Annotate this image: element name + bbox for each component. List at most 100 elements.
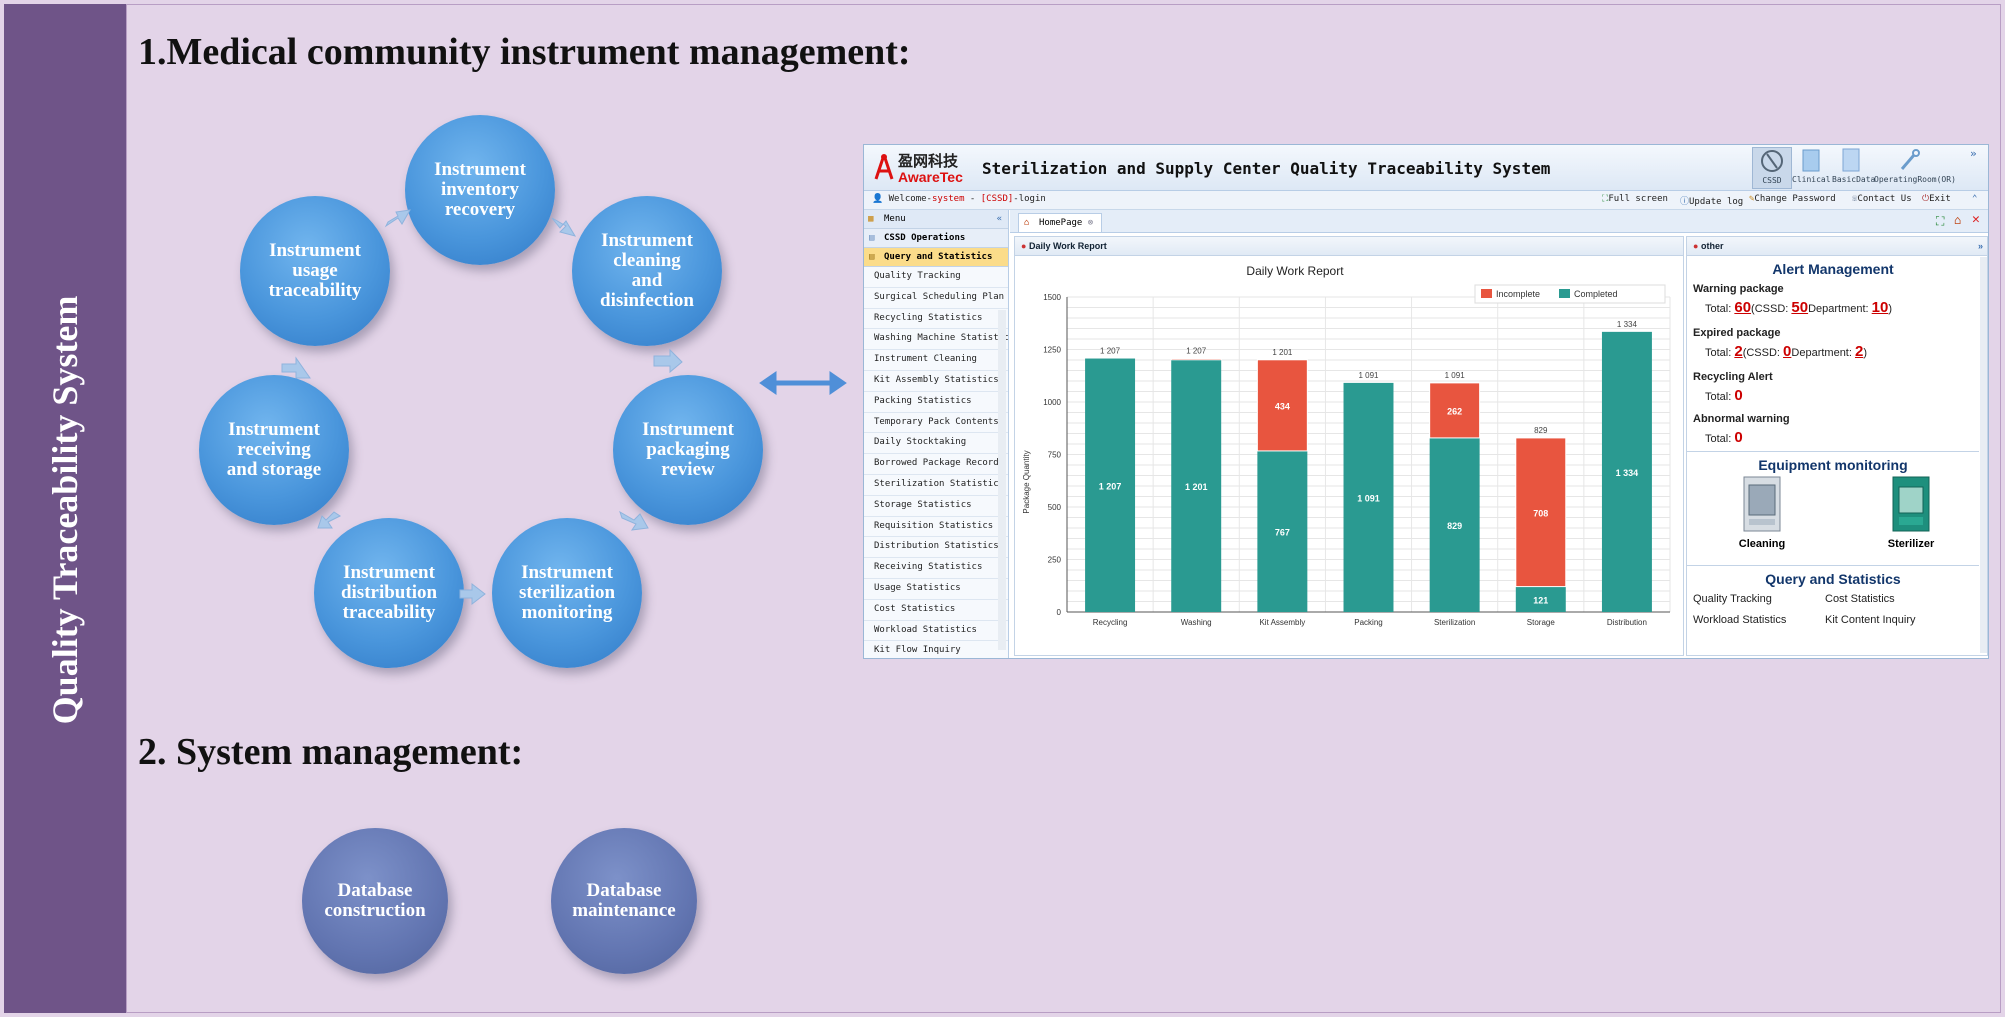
query-link-workload-statistics[interactable]: Workload Statistics [1693,614,1787,626]
total-label: 829 [1534,426,1548,435]
legend-swatch [1481,289,1492,298]
data-label: 1 201 [1185,482,1208,492]
menu-item[interactable]: Daily Stocktaking [864,433,1008,455]
menu-item[interactable]: Washing Machine Statistic [864,329,1008,351]
bar-incomplete [1515,437,1567,588]
menu-item[interactable]: Recycling Statistics [864,309,1008,330]
chart-title: Daily Work Report [1246,264,1344,278]
step-receiving-storage: Instrument receiving and storage [199,375,349,525]
app-header: 盈网科技 AwareTec Sterilization and Supply C… [864,145,1988,191]
data-label: 121 [1533,595,1548,605]
equipment-cleaning[interactable]: Cleaning [1737,475,1787,550]
bar-completed [1429,437,1480,612]
change-password-link[interactable]: ✎Change Password [1749,194,1836,204]
query-link-kit-content-inquiry[interactable]: Kit Content Inquiry [1825,614,1916,626]
tab-close-icon[interactable]: ⊗ [1087,218,1094,228]
module-cssd[interactable]: CSSD [1752,147,1792,189]
fullscreen-icon: ⛶ [1602,194,1609,204]
panel-scrollbar[interactable] [1980,257,1987,653]
total-word: Total: [1705,347,1732,359]
update-log-link[interactable]: ⓘUpdate log [1680,194,1743,207]
menu-item[interactable]: Requisition Statistics [864,517,1008,538]
expired-line: Total: 2(CSSD: 0Department: 2) [1705,343,1867,360]
module-basicdata[interactable]: BasicData [1832,147,1875,184]
step-label: Instrument sterilization monitoring [518,562,616,623]
module-operatingroom[interactable]: OperatingRoom(OR) [1874,147,1956,184]
bar-incomplete [1429,382,1481,439]
menu-item[interactable]: Sterilization Statistics [864,475,1008,496]
menu-item[interactable]: Workload Statistics [864,621,1008,642]
menu-group-query-statistics[interactable]: ▤ Query and Statistics [864,248,1008,267]
section2-title: 2. System management: [138,731,524,773]
menu-group-label: CSSD Operations [884,233,966,243]
arrow-icon [619,510,649,531]
expand-icon[interactable]: ⛶ [1936,214,1945,228]
query-link-quality-tracking[interactable]: Quality Tracking [1693,593,1772,605]
data-label: 1 207 [1099,481,1122,491]
warning-label: Warning package [1693,283,1784,295]
user-bar: 👤 Welcome-system - [CSSD]-login ⛶Full sc… [864,191,1988,210]
sterilizer-machine-icon [1892,476,1930,532]
menu-item[interactable]: Storage Statistics [864,496,1008,517]
full-screen-link[interactable]: ⛶Full screen [1602,194,1668,204]
warning-cssd-link[interactable]: 50 [1791,299,1809,316]
menu-item[interactable]: Cost Statistics [864,600,1008,621]
module-clinical[interactable]: Clinical [1792,147,1831,184]
menu-item[interactable]: Kit Flow Inquiry [864,641,1008,658]
menu-item[interactable]: Surgical Scheduling Plan [864,288,1008,309]
home-tab-icon[interactable]: ⌂ [1954,213,1962,227]
side-band [4,4,126,1013]
menu-group-label: Query and Statistics [884,252,993,262]
collapse-up-icon[interactable]: ⌃ [1972,194,1978,204]
abnormal-total[interactable]: 0 [1734,429,1743,446]
equipment-label: Sterilizer [1887,538,1935,550]
query-link-cost-statistics[interactable]: Cost Statistics [1825,593,1895,605]
menu-item[interactable]: Packing Statistics [864,392,1008,413]
contact-us-link[interactable]: ☏Contact Us [1852,194,1912,204]
bullet-icon: ● [1021,241,1027,251]
data-label: 434 [1275,401,1290,411]
surgical-tool-icon [1900,149,1920,170]
step-label: Instrument usage traceability [268,240,362,301]
action-label: Change Password [1754,194,1836,204]
menu-group-cssd-operations[interactable]: ▤ CSSD Operations [864,229,1008,248]
bar-incomplete [1170,358,1222,361]
recycling-label: Recycling Alert [1693,371,1773,383]
menu-scrollbar[interactable] [998,310,1006,650]
awaretec-logo-icon [874,154,894,180]
expired-total-link[interactable]: 2 [1734,343,1743,360]
action-label: Contact Us [1857,194,1912,204]
menu-item[interactable]: Temporary Pack Contents [864,413,1008,434]
y-axis-label: Package Quantity [1022,450,1031,513]
step-usage-traceability: Instrument usage traceability [240,196,390,346]
panel-header: ● Daily Work Report [1015,237,1683,256]
x-tick-label: Distribution [1607,618,1647,627]
y-tick-label: 0 [1057,608,1062,617]
menu-item[interactable]: Instrument Cleaning [864,350,1008,371]
recycling-total[interactable]: 0 [1734,387,1743,404]
menu-item[interactable]: Kit Assembly Statistics [864,371,1008,392]
expired-dept-link[interactable]: 2 [1854,343,1864,360]
step-label: Instrument cleaning and disinfection [600,230,694,311]
collapse-left-icon[interactable]: « [996,214,1002,224]
panel-title: other [1700,241,1724,251]
collapse-header-icon[interactable]: » [1970,147,1977,160]
bar-completed [1343,382,1394,612]
menu-item[interactable]: Quality Tracking [864,267,1008,288]
database-construction: Database construction [302,828,448,974]
menu-item[interactable]: Receiving Statistics [864,558,1008,579]
expired-cssd-link[interactable]: 0 [1783,343,1792,360]
menu-item[interactable]: Borrowed Package Record [864,454,1008,475]
divider [1687,451,1979,452]
warning-total-link[interactable]: 60 [1734,299,1752,316]
close-all-icon[interactable]: ✕ [1972,212,1980,227]
alert-title: Alert Management [1772,261,1894,277]
exit-link[interactable]: ⏻Exit [1922,194,1951,204]
menu-item[interactable]: Usage Statistics [864,579,1008,600]
expand-right-icon[interactable]: » [1977,241,1983,251]
equipment-sterilizer[interactable]: Sterilizer [1881,475,1941,550]
recycling-line: Total: 0 [1705,387,1743,404]
tab-homepage[interactable]: ⌂ HomePage ⊗ [1018,213,1103,232]
menu-item[interactable]: Distribution Statistics [864,537,1008,559]
warning-dept-link[interactable]: 10 [1871,299,1889,316]
